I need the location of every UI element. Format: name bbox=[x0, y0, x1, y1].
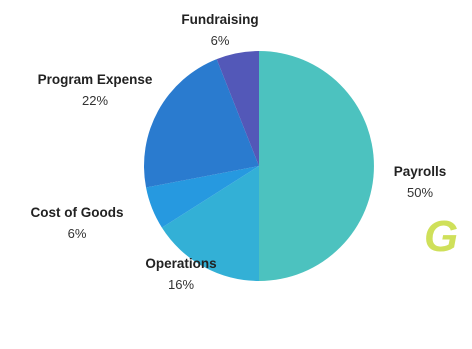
slice-label-payrolls: Payrolls bbox=[394, 164, 447, 179]
slice-label-fundraising: Fundraising bbox=[181, 12, 258, 27]
pie-slices bbox=[144, 51, 374, 281]
pie-slice-fundraising bbox=[216, 51, 259, 166]
slice-label-operations: Operations bbox=[145, 256, 216, 271]
background-logo-fragment: G bbox=[424, 212, 459, 261]
slice-label-program-expense: Program Expense bbox=[38, 72, 153, 87]
pie-slice-program-expense bbox=[144, 59, 259, 188]
slice-percent-operations: 16% bbox=[168, 277, 194, 292]
slice-labels: Payrolls 50% Operations 16% Cost of Goods 6% P… bbox=[31, 12, 447, 292]
slice-percent-program-expense: 22% bbox=[82, 93, 108, 108]
slice-percent-payrolls: 50% bbox=[407, 185, 433, 200]
slice-label-cost-of-goods: Cost of Goods bbox=[31, 205, 124, 220]
pie-slice-operations bbox=[161, 166, 259, 281]
pie-slice-cost-of-goods bbox=[146, 166, 259, 228]
slice-percent-cost-of-goods: 6% bbox=[68, 226, 87, 241]
slice-percent-fundraising: 6% bbox=[211, 33, 230, 48]
pie-slice-payrolls bbox=[259, 51, 374, 281]
